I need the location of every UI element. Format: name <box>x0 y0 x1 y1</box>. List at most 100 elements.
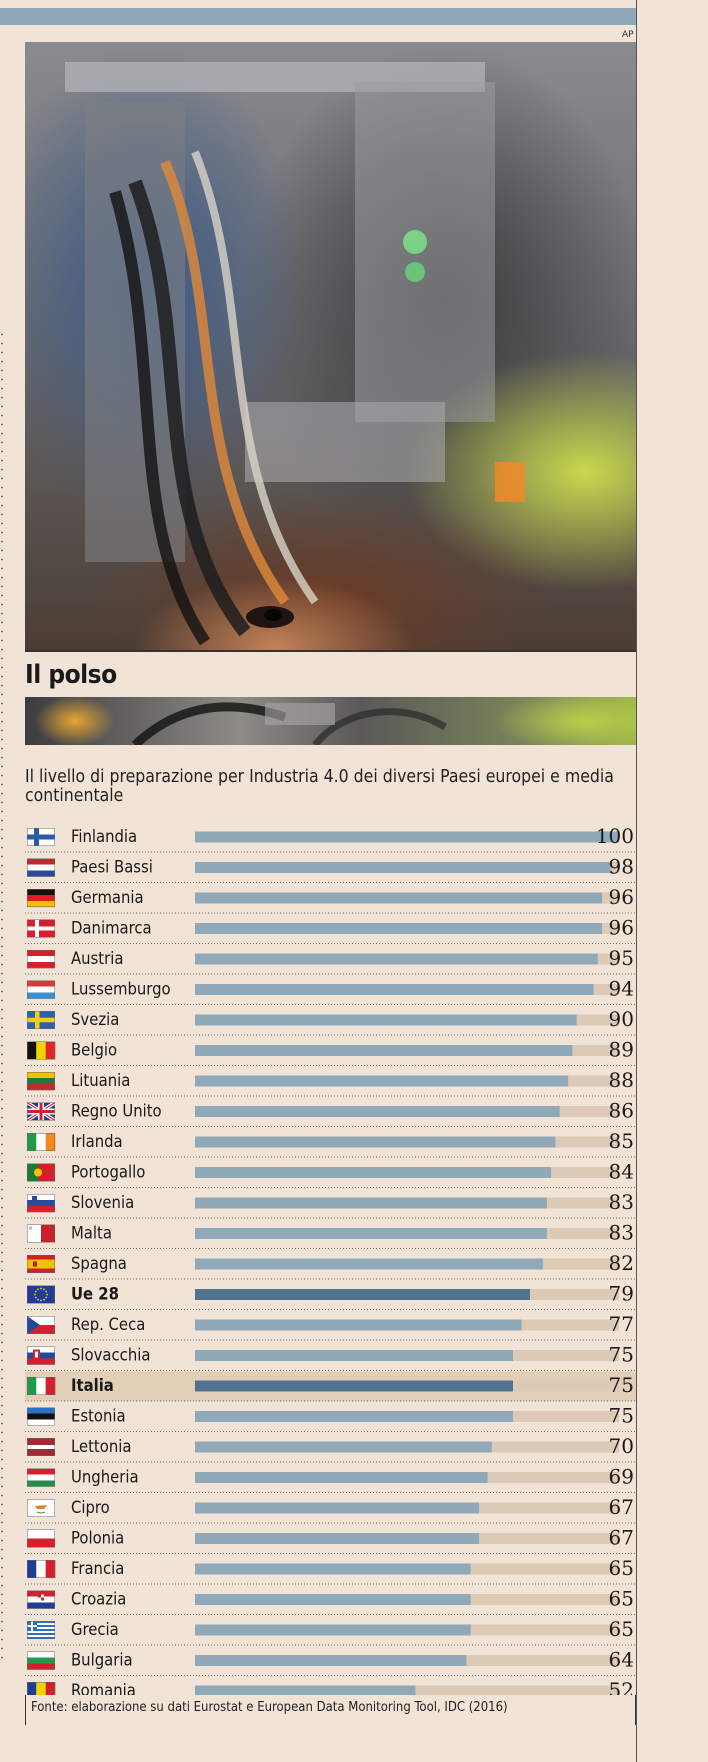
latvia-flag <box>27 1438 55 1456</box>
bar <box>195 1594 471 1605</box>
italy-flag <box>27 1377 56 1395</box>
photo-credit: AP <box>622 30 634 40</box>
value-label: 65 <box>609 1556 634 1580</box>
chart-row: Svezia 90 <box>25 1007 636 1036</box>
value-label: 75 <box>609 1373 634 1397</box>
chart-row: Regno Unito 86 <box>25 1099 636 1127</box>
chart-row: Belgio 89 <box>25 1038 636 1066</box>
bulgaria-flag <box>27 1651 55 1670</box>
france-flag <box>27 1560 56 1578</box>
bar <box>195 1655 467 1666</box>
chart-row: Slovenia 83 <box>25 1190 636 1219</box>
value-label: 88 <box>609 1068 634 1092</box>
poland-flag <box>27 1529 55 1548</box>
bar <box>195 1319 522 1331</box>
value-label: 84 <box>609 1160 634 1184</box>
chart-row: Rep. Ceca 77 <box>25 1312 636 1341</box>
value-label: 98 <box>609 855 634 879</box>
column-divider <box>636 0 637 1762</box>
chart-row: Francia 65 <box>25 1556 636 1585</box>
value-label: 96 <box>609 916 634 940</box>
value-label: 83 <box>609 1190 634 1214</box>
value-label: 64 <box>609 1648 634 1672</box>
country-label: Lettonia <box>71 1437 131 1456</box>
country-label: Bulgaria <box>71 1651 133 1670</box>
belgium-flag <box>27 1041 56 1060</box>
bar <box>195 1106 560 1117</box>
value-label: 70 <box>609 1434 634 1458</box>
value-label: 52 <box>609 1678 634 1695</box>
bar <box>195 1014 577 1026</box>
value-label: 79 <box>609 1282 634 1306</box>
country-label: Estonia <box>71 1407 126 1426</box>
value-label: 83 <box>609 1221 634 1245</box>
sweden-flag <box>27 1011 55 1029</box>
country-label: Malta <box>71 1224 112 1243</box>
estonia-flag <box>27 1407 55 1426</box>
value-label: 90 <box>609 1007 634 1031</box>
bar <box>195 1258 543 1270</box>
austria-flag <box>27 950 55 969</box>
country-label: Francia <box>71 1559 124 1578</box>
industry-photo <box>25 42 636 650</box>
country-label: Svezia <box>71 1010 119 1029</box>
chart-row: Finlandia 100 <box>25 824 636 853</box>
chart-row: Spagna 82 <box>25 1251 636 1280</box>
country-label: Portogallo <box>71 1163 145 1182</box>
spain-flag <box>27 1255 55 1273</box>
source-note: Fonte: elaborazione su dati Eurostat e E… <box>31 1700 508 1715</box>
country-label: Italia <box>71 1376 114 1395</box>
chart-row: Paesi Bassi 98 <box>25 855 636 883</box>
chart-row: Danimarca 96 <box>25 916 636 944</box>
bar <box>195 1380 513 1392</box>
chart-title: Il polso <box>25 660 117 690</box>
bar <box>195 1624 471 1636</box>
bar <box>195 831 619 843</box>
country-label: Lussemburgo <box>71 980 171 999</box>
country-label: Austria <box>71 949 123 968</box>
bar <box>195 1533 480 1544</box>
chart-row: Romania 52 <box>27 1678 634 1695</box>
country-label: Finlandia <box>71 827 137 846</box>
value-label: 77 <box>609 1312 634 1336</box>
country-label: Ungheria <box>71 1468 139 1487</box>
country-label: Belgio <box>71 1041 117 1060</box>
country-label: Grecia <box>71 1620 119 1639</box>
greece-flag <box>27 1621 55 1640</box>
value-label: 67 <box>609 1526 634 1550</box>
cyprus-flag <box>27 1499 55 1517</box>
denmark-flag <box>27 919 55 938</box>
value-label: 75 <box>609 1343 634 1367</box>
chart-row: Bulgaria 64 <box>25 1648 636 1676</box>
bar <box>195 1197 547 1209</box>
country-label: Slovacchia <box>71 1346 150 1365</box>
finland-flag <box>27 828 55 846</box>
bar <box>195 1350 513 1361</box>
chart-row: Lettonia 70 <box>25 1434 636 1463</box>
chart-row: Malta 83 <box>25 1221 636 1249</box>
value-label: 65 <box>609 1587 634 1611</box>
bar <box>195 1289 530 1300</box>
czech-flag <box>27 1316 55 1334</box>
margin-dotted-rule <box>0 330 4 1660</box>
chart-row: Lituania 88 <box>25 1068 636 1097</box>
bar <box>195 1045 573 1056</box>
chart-row: Ungheria 69 <box>25 1465 636 1493</box>
slovenia-flag <box>27 1194 55 1213</box>
country-label: Cipro <box>71 1498 110 1517</box>
bar <box>195 1472 488 1483</box>
bar <box>195 984 594 995</box>
country-label: Irlanda <box>71 1132 123 1151</box>
bar <box>195 1502 480 1514</box>
chart-row: Portogallo 84 <box>25 1160 636 1188</box>
country-label: Polonia <box>71 1529 124 1548</box>
value-label: 100 <box>596 824 634 848</box>
country-label: Paesi Bassi <box>71 858 153 877</box>
country-label: Danimarca <box>71 919 152 938</box>
value-label: 82 <box>609 1251 634 1275</box>
photo-strip <box>25 697 636 745</box>
value-label: 86 <box>609 1099 634 1123</box>
country-label: Spagna <box>71 1254 127 1273</box>
source-frame <box>25 1695 636 1725</box>
